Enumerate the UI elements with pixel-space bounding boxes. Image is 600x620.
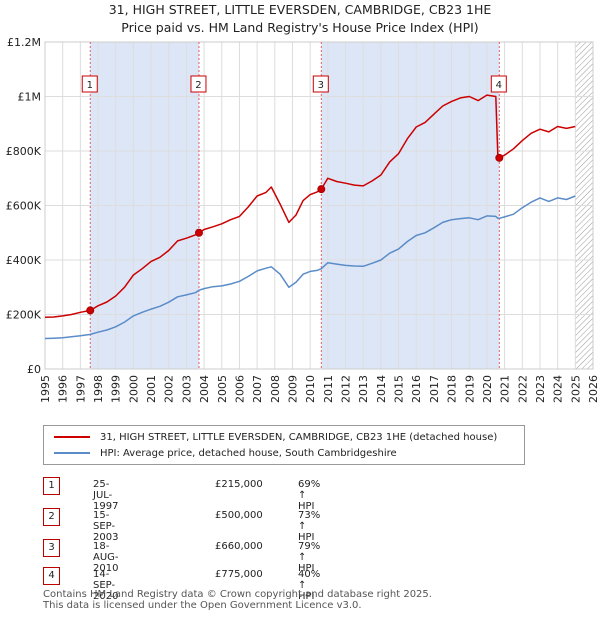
chart-title: 31, HIGH STREET, LITTLE EVERSDEN, CAMBRI… xyxy=(108,2,492,17)
sale-date: 14-SEP-2020 xyxy=(93,569,119,602)
sale-label-box xyxy=(312,75,329,93)
x-tick-label: 2005 xyxy=(216,375,229,403)
x-tick-label: 2002 xyxy=(163,375,176,403)
sale-hpi-change: 73% ↑ HPI xyxy=(298,510,321,543)
legend-label-hpi: HPI: Average price, detached house, Sout… xyxy=(100,447,397,459)
sale-price: £660,000 xyxy=(215,541,263,552)
sale-point xyxy=(86,306,95,315)
x-tick-label: 2021 xyxy=(499,375,512,403)
x-tick-label: 2004 xyxy=(198,375,211,403)
sale-hpi-change: 40% ↑ HPI xyxy=(298,569,321,602)
x-tick-label: 2012 xyxy=(340,375,353,403)
sale-number-badge: 2 xyxy=(43,508,60,526)
sale-label-box xyxy=(490,75,507,93)
sale-number-badge: 4 xyxy=(43,567,60,585)
chart-subtitle: Price paid vs. HM Land Registry's House … xyxy=(121,20,479,35)
x-tick-label: 1995 xyxy=(39,375,52,403)
x-tick-label: 1998 xyxy=(92,375,105,403)
x-tick-label: 2009 xyxy=(286,375,299,403)
sale-hpi-change: 79% ↑ HPI xyxy=(298,541,321,574)
x-tick-label: 2017 xyxy=(428,375,441,403)
plot-frame xyxy=(44,41,594,370)
sale-label-box xyxy=(190,75,207,93)
y-tick-label: £400K xyxy=(6,254,42,267)
sale-label-number: 3 xyxy=(318,80,324,91)
x-tick-label: 2022 xyxy=(516,375,529,403)
x-tick-label: 2003 xyxy=(180,375,193,403)
x-tick-label: 2010 xyxy=(304,375,317,403)
sale-date: 25-JUL-1997 xyxy=(93,479,119,512)
x-tick-label: 2006 xyxy=(233,375,246,403)
x-tick-label: 2025 xyxy=(569,375,582,403)
y-tick-label: £200K xyxy=(6,309,42,322)
y-tick-label: £0 xyxy=(27,363,41,376)
x-tick-label: 1996 xyxy=(57,375,70,403)
x-tick-label: 2015 xyxy=(393,375,406,403)
x-tick-label: 2018 xyxy=(446,375,459,403)
x-tick-label: 2011 xyxy=(322,375,335,403)
sale-date: 18-AUG-2010 xyxy=(93,541,119,574)
x-tick-label: 2019 xyxy=(463,375,476,403)
legend-swatch-property xyxy=(54,436,90,438)
y-tick-label: £1.2M xyxy=(7,36,41,49)
x-tick-label: 2013 xyxy=(357,375,370,403)
x-tick-label: 2020 xyxy=(481,375,494,403)
sale-label-number: 2 xyxy=(195,80,201,91)
hpi-line xyxy=(44,195,576,340)
x-tick-label: 2008 xyxy=(269,375,282,403)
x-tick-label: 2000 xyxy=(127,375,140,403)
sale-price: £500,000 xyxy=(215,510,263,521)
x-tick-label: 2024 xyxy=(552,375,565,403)
legend-swatch-hpi xyxy=(54,452,90,454)
y-tick-label: £600K xyxy=(6,200,42,213)
x-tick-label: 2014 xyxy=(375,375,388,403)
legend-item-hpi: HPI: Average price, detached house, Sout… xyxy=(54,445,397,461)
price-chart: £0 £200K £400K £600K £800K £1M £1.2M 1995 1996 19… xyxy=(6,36,600,403)
sale-date: 15-SEP-2003 xyxy=(93,510,119,543)
sale-point xyxy=(194,228,203,237)
x-tick-label: 2001 xyxy=(145,375,158,403)
x-tick-label: 1997 xyxy=(74,375,87,403)
y-tick-label: £800K xyxy=(6,145,42,158)
legend-item-property: 31, HIGH STREET, LITTLE EVERSDEN, CAMBRI… xyxy=(54,429,497,445)
y-tick-label: £1M xyxy=(18,91,42,104)
sale-hpi-change: 69% ↑ HPI xyxy=(298,479,321,512)
x-tick-label: 2026 xyxy=(587,375,600,403)
sale-label-number: 4 xyxy=(496,80,502,91)
x-tick-label: 2023 xyxy=(534,375,547,403)
sale-number-badge: 1 xyxy=(43,477,60,495)
sale-number-badge: 3 xyxy=(43,539,60,557)
x-tick-label: 2016 xyxy=(410,375,423,403)
x-tick-label: 2007 xyxy=(251,375,264,403)
sale-point xyxy=(495,153,504,162)
sale-label-box xyxy=(81,75,98,93)
footer-copyright: Contains HM Land Registry data © Crown c… xyxy=(43,589,432,600)
legend-label-property: 31, HIGH STREET, LITTLE EVERSDEN, CAMBRI… xyxy=(100,431,498,443)
property-price-line xyxy=(44,94,576,318)
footer-license: This data is licensed under the Open Gov… xyxy=(43,600,362,611)
sale-point xyxy=(317,185,326,194)
x-tick-label: 1999 xyxy=(110,375,123,403)
chart-legend: 31, HIGH STREET, LITTLE EVERSDEN, CAMBRI… xyxy=(43,425,525,465)
footer-attribution: Contains HM Land Registry data © Crown c… xyxy=(43,589,432,611)
sale-price: £775,000 xyxy=(215,569,263,580)
sale-label-number: 1 xyxy=(87,80,93,91)
sale-price: £215,000 xyxy=(215,479,263,490)
